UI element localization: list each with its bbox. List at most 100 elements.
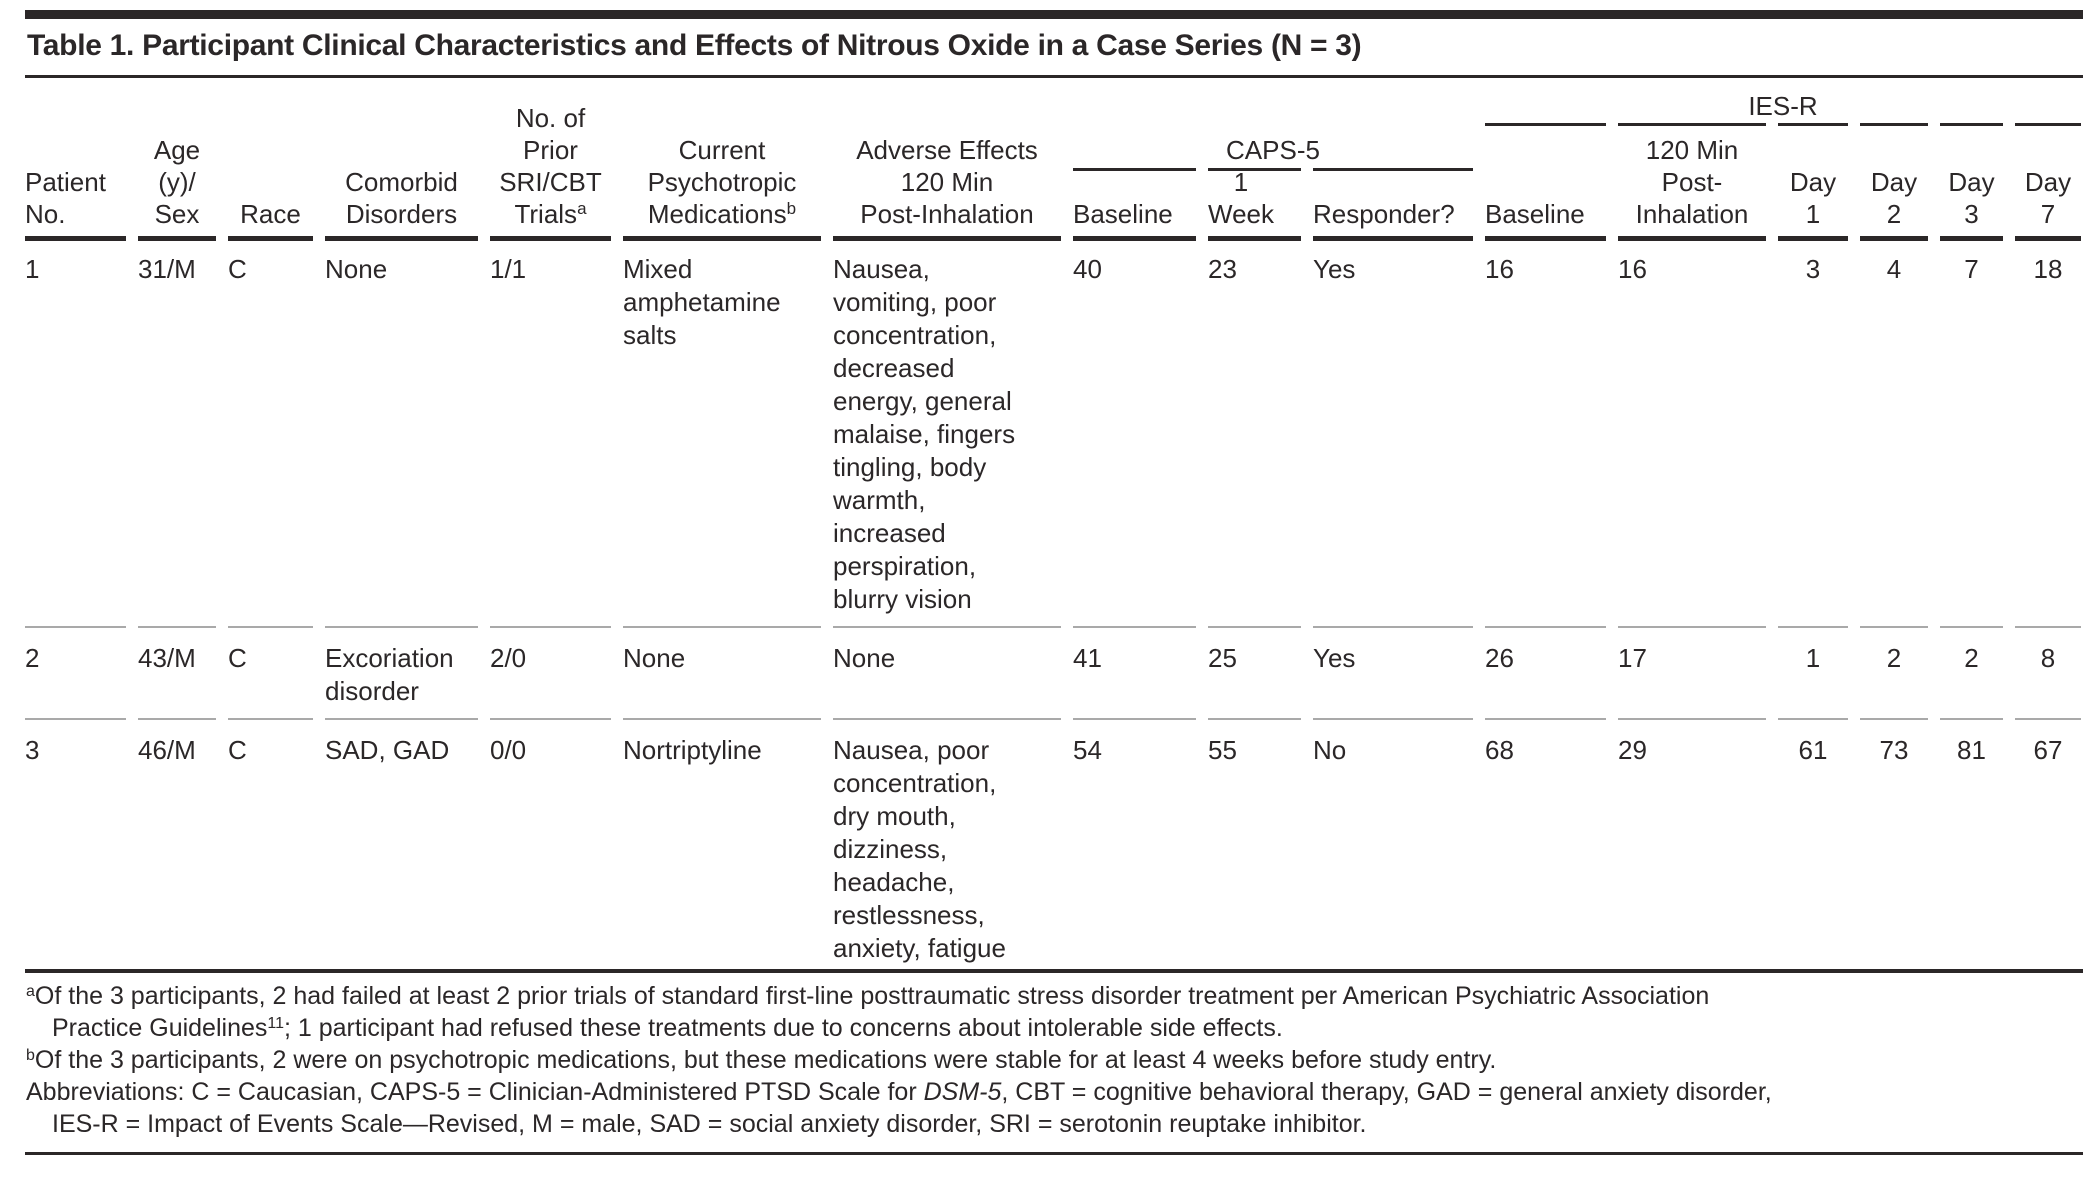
iesr-underline-segment [1618, 123, 1766, 126]
column-header-label: Day 1 [1789, 167, 1837, 229]
cell-1-ies-120min: 16 [1618, 254, 1647, 284]
cell-1-prior-trials: 1/1 [490, 254, 527, 284]
bottom-rule [25, 1152, 2083, 1155]
title-rule [25, 75, 2083, 78]
footnote-a: aOf the 3 participants, 2 had failed at … [26, 980, 2083, 1044]
column-header-prior-trials: No. of Prior SRI/CBT Trialsa [490, 102, 611, 241]
column-header-caps-baseline: Baseline [1073, 198, 1196, 241]
group-header-iesr: IES-R [1748, 91, 1818, 121]
column-header-label: Patient No. [25, 167, 106, 229]
iesr-underline-segment [1485, 123, 1606, 126]
column-header-day3: Day 3 [1940, 166, 2003, 241]
column-header-label: 1 Week [1208, 167, 1274, 229]
footnote-a-marker: a [26, 983, 35, 1000]
cell-2-patient-no: 2 [25, 626, 126, 718]
column-header-adverse-effects: Adverse Effects 120 Min Post-Inhalation [833, 134, 1061, 241]
cell-1-caps-baseline: 40 [1073, 254, 1102, 284]
caps5-underline-segment [1208, 168, 1301, 171]
cell-2-day3: 2 [1940, 626, 2003, 718]
footnote-b-marker: b [26, 1047, 35, 1064]
cell-1-responder: Yes [1313, 254, 1356, 284]
cell-2-day2: 2 [1860, 626, 1928, 718]
cell-2-responder: Yes [1313, 626, 1473, 718]
reference-11: 11 [267, 1015, 284, 1032]
table-footnotes: aOf the 3 participants, 2 had failed at … [25, 973, 2083, 1150]
cell-1-caps-1week: 23 [1208, 254, 1237, 284]
cell-1-comorbid: None [325, 254, 388, 284]
footnote-a-text: ; 1 participant had refused these treatm… [284, 1014, 1283, 1042]
cell-1-day2: 4 [1886, 254, 1902, 284]
column-header-label: Responder? [1313, 199, 1455, 229]
cell-2-caps-1week: 25 [1208, 626, 1301, 718]
footnote-marker-b: b [786, 199, 797, 218]
cell-2-day1: 1 [1778, 626, 1848, 718]
abbreviations-text: , CBT = cognitive behavioral therapy, GA… [52, 1078, 1772, 1138]
clinical-characteristics-table: IES-R CAPS-5 Patient No. Age (y)/ Sex Ra… [25, 78, 2083, 969]
cell-2-prior-trials: 2/0 [490, 626, 611, 718]
cell-3-age-sex: 46/M [138, 718, 216, 969]
column-header-comorbid: Comorbid Disorders [325, 166, 478, 241]
cell-1-medications: Mixed amphetamine salts [623, 254, 781, 350]
cell-3-day7: 67 [2015, 718, 2081, 969]
cell-3-responder: No [1313, 718, 1473, 969]
cell-2-ies-baseline: 26 [1485, 626, 1606, 718]
column-header-responder: Responder? [1313, 198, 1473, 241]
top-rule [25, 10, 2083, 19]
column-header-ies-120min: 120 Min Post- Inhalation [1618, 134, 1766, 241]
cell-2-day7: 8 [2015, 626, 2081, 718]
column-header-label: Race [240, 199, 301, 229]
cell-3-ies-120min: 29 [1618, 718, 1766, 969]
journal-table-figure: Table 1. Participant Clinical Characteri… [25, 10, 2083, 1155]
cell-1-age-sex: 31/M [138, 254, 196, 284]
iesr-underline-segment [2015, 123, 2081, 126]
column-header-label: Day 7 [2024, 167, 2072, 229]
group-header-caps5: CAPS-5 [1226, 135, 1320, 165]
footnote-b-text: Of the 3 participants, 2 were on psychot… [34, 1046, 1497, 1074]
cell-3-comorbid: SAD, GAD [325, 718, 478, 969]
column-header-race: Race [228, 198, 313, 241]
cell-1-adverse: Nausea, vomiting, poor concentration, de… [833, 254, 1016, 614]
cell-3-day2: 73 [1860, 718, 1928, 969]
column-header-label: Current Psychotropic Medications [647, 135, 797, 229]
column-header-age-sex: Age (y)/ Sex [138, 134, 216, 241]
column-header-label: Baseline [1073, 199, 1173, 229]
column-header-label: Day 3 [1948, 167, 1995, 229]
column-header-label: Comorbid Disorders [345, 167, 458, 229]
footnote-a-text: Of the 3 participants, 2 had failed at l… [34, 982, 1710, 1042]
column-header-day1: Day 1 [1778, 166, 1848, 241]
cell-1-race: C [228, 254, 247, 284]
footnote-marker-a: a [577, 199, 587, 218]
cell-2-medications: None [623, 626, 821, 718]
cell-1-ies-baseline: 16 [1485, 254, 1514, 284]
cell-1-day1: 3 [1805, 254, 1821, 284]
cell-3-patient-no: 3 [25, 718, 126, 969]
cell-1-day3: 7 [1964, 254, 1979, 284]
abbreviations-text: Abbreviations: C = Caucasian, CAPS-5 = C… [26, 1078, 924, 1106]
column-header-patient-no: Patient No. [25, 166, 126, 241]
cell-2-race: C [228, 626, 313, 718]
cell-3-prior-trials: 0/0 [490, 718, 611, 969]
cell-3-caps-1week: 55 [1208, 718, 1301, 969]
footnote-b: bOf the 3 participants, 2 were on psycho… [26, 1044, 2083, 1076]
cell-3-ies-baseline: 68 [1485, 718, 1606, 969]
abbreviations-note: Abbreviations: C = Caucasian, CAPS-5 = C… [26, 1076, 2083, 1140]
column-header-label: Day 2 [1870, 167, 1918, 229]
table-bottom-rule [25, 969, 2083, 973]
column-header-label: Age (y)/ Sex [153, 135, 201, 229]
cell-3-day1: 61 [1778, 718, 1848, 969]
column-header-day7: Day 7 [2015, 166, 2081, 241]
iesr-underline-segment [1778, 123, 1848, 126]
column-header-medications: Current Psychotropic Medicationsb [623, 134, 821, 241]
cell-3-day3: 81 [1940, 718, 2003, 969]
column-header-day2: Day 2 [1860, 166, 1928, 241]
cell-2-comorbid: Excoriation disorder [325, 626, 478, 718]
iesr-underline-segment [1940, 123, 2003, 126]
cell-1-patient-no: 1 [25, 254, 40, 284]
caps5-underline-segment [1313, 168, 1473, 171]
iesr-underline-segment [1860, 123, 1928, 126]
cell-2-caps-baseline: 41 [1073, 626, 1196, 718]
cell-3-medications: Nortriptyline [623, 718, 821, 969]
column-header-label: No. of Prior SRI/CBT Trials [499, 103, 602, 229]
column-header-label: Baseline [1485, 199, 1585, 229]
column-header-label: Adverse Effects 120 Min Post-Inhalation [856, 135, 1038, 229]
